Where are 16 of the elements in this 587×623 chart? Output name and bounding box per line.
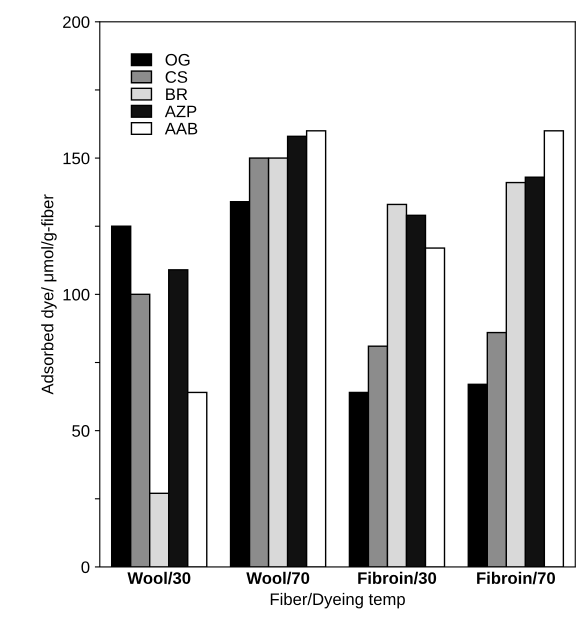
legend-label: OG [166, 54, 190, 66]
y-axis-title: Adsorbed dye/ μmol/g-fiber [41, 194, 57, 395]
y-tick-label: 0 [81, 561, 90, 574]
legend-label: AZP [164, 106, 196, 118]
x-tick-label: Fibroin/70 [477, 572, 555, 584]
y-tick-label: 50 [72, 425, 90, 437]
legend-label: AAB [164, 122, 198, 134]
y-tick-label: 200 [63, 16, 90, 28]
x-tick-label: Wool/70 [246, 572, 310, 584]
x-tick-label: Fibroin/30 [358, 572, 436, 584]
legend-label: BR [166, 88, 188, 100]
x-tick-label: Wool/30 [127, 572, 190, 584]
x-axis-title: Fiber/Dyeing temp [270, 592, 405, 608]
y-tick-label: 100 [64, 288, 90, 301]
legend-label: CS [166, 71, 188, 83]
y-tick-label: 150 [64, 152, 90, 164]
